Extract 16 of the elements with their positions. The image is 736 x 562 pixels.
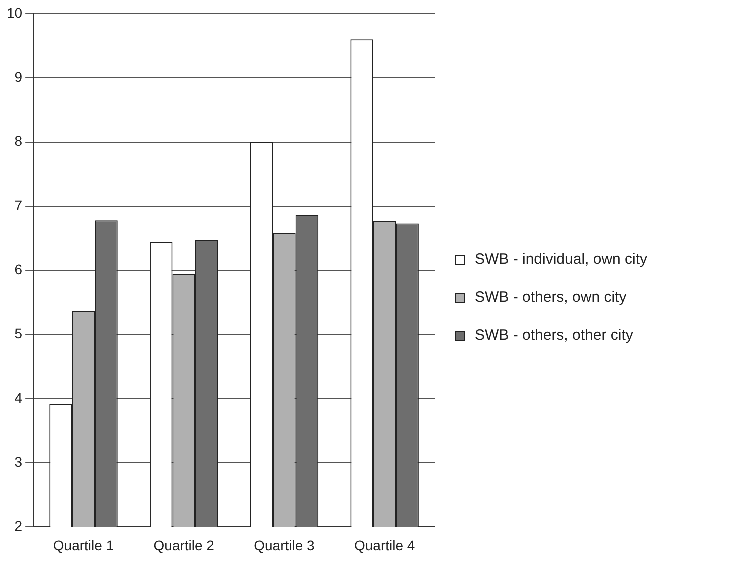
x-tick-label: Quartile 1: [53, 537, 114, 554]
y-tick-label: 2: [14, 518, 23, 534]
legend-label: SWB - others, own city: [475, 289, 627, 306]
y-tick-label: 9: [14, 69, 23, 86]
y-tick-label: 5: [14, 326, 23, 342]
legend-label: SWB - others, other city: [475, 327, 634, 344]
y-tick-label: 6: [14, 261, 23, 278]
text: SWB - individual, own city: [475, 251, 648, 268]
x-tick-label: Quartile 4: [354, 537, 416, 554]
y-tick-label: 8: [14, 133, 23, 150]
y-tick-label: 4: [14, 390, 23, 406]
y-tick-label: 10: [6, 4, 23, 21]
x-tick-label: Quartile 3: [254, 537, 316, 554]
y-tick-label: 3: [14, 454, 23, 470]
y-tick-label: 7: [14, 197, 23, 214]
x-tick-label: Quartile 2: [154, 537, 215, 554]
